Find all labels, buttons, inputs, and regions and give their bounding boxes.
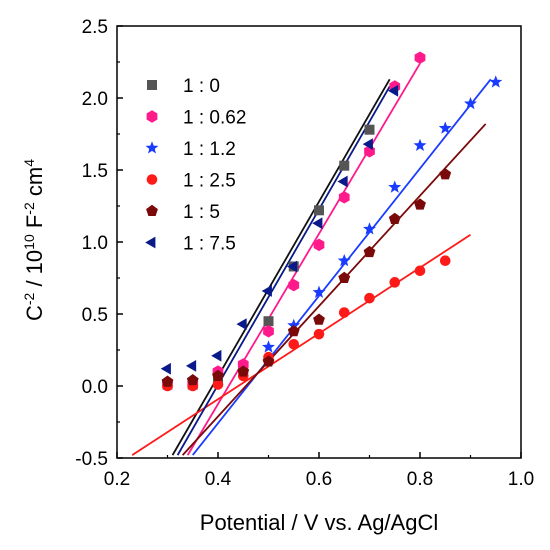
legend-marker: [146, 174, 158, 185]
legend-label: 1 : 0: [183, 76, 220, 97]
data-point: [439, 168, 452, 180]
data-point: [237, 365, 250, 377]
fit-lines: [131, 62, 492, 456]
y-axis-title-f-exp: -2: [21, 202, 37, 215]
legend-label: 1 : 1.2: [183, 139, 236, 160]
y-tick-label: 1.0: [82, 233, 108, 254]
data-point: [438, 121, 452, 134]
data-point: [161, 375, 174, 387]
data-point: [388, 180, 402, 193]
data-point: [339, 160, 350, 171]
data-point: [338, 307, 350, 318]
data-point: [186, 374, 199, 386]
data-point: [212, 369, 224, 381]
data-point: [413, 138, 427, 152]
y-axis-title-cm-exp: 4: [21, 159, 37, 167]
y-axis-title-cm: cm: [22, 167, 47, 202]
y-tick-label: 1.5: [82, 161, 108, 182]
legend-label: 1 : 2.5: [183, 171, 236, 192]
data-point: [286, 260, 298, 273]
data-point: [262, 355, 275, 367]
data-point: [312, 217, 323, 230]
data-point: [212, 379, 224, 390]
legend-marker: [147, 80, 157, 90]
x-axis-title: Potential / V vs. Ag/AgCl: [200, 510, 438, 535]
data-point: [338, 191, 350, 204]
data-points: [160, 51, 503, 392]
data-point: [388, 212, 401, 224]
y-tick-label: 0.5: [82, 305, 108, 326]
data-point: [236, 318, 247, 330]
legend: 1 : 0 1 : 0.62 1 : 1.2 1 : 2.5 1 : 5 1 : 7.5: [145, 76, 246, 255]
y-axis-title-c-exp: -2: [21, 292, 37, 305]
data-point: [313, 313, 325, 325]
legend-label: 1 : 5: [183, 202, 220, 223]
legend-label: 1 : 0.62: [183, 108, 246, 129]
data-point: [439, 255, 451, 267]
data-point: [338, 271, 351, 284]
data-point: [287, 325, 300, 337]
data-point: [489, 75, 503, 88]
data-point: [185, 359, 197, 372]
data-point: [414, 198, 426, 210]
x-tick-label: 0.8: [407, 469, 433, 490]
data-point: [263, 316, 274, 327]
legend-marker: [145, 236, 156, 249]
data-point: [363, 222, 376, 235]
data-point: [261, 285, 272, 297]
legend-label: 1 : 7.5: [183, 234, 236, 255]
fit-line: [176, 86, 391, 456]
y-tick-label: 2.5: [82, 17, 108, 38]
data-point: [288, 338, 300, 350]
legend-marker: [146, 204, 158, 217]
data-point: [263, 325, 274, 338]
data-point: [363, 245, 376, 258]
data-point: [312, 285, 326, 298]
data-point: [414, 265, 426, 277]
data-point: [287, 318, 301, 332]
x-tick-label: 0.4: [205, 469, 232, 490]
axis-ticks: 0.2 0.4 0.6 0.8 1.0 -0.5 0.0 0.5 1.0 1.5 2.0 2.5: [75, 17, 534, 490]
data-point: [464, 96, 477, 110]
fit-line: [186, 62, 421, 456]
y-tick-label: 0.0: [82, 377, 108, 398]
data-point: [389, 277, 401, 288]
legend-marker: [146, 110, 158, 123]
fit-line: [131, 234, 471, 456]
data-point: [364, 292, 375, 304]
data-point: [288, 279, 300, 292]
fit-line: [181, 123, 487, 456]
x-tick-label: 0.6: [306, 469, 332, 490]
fit-line: [171, 78, 391, 456]
data-point: [211, 349, 222, 362]
x-tick-label: 0.2: [104, 469, 130, 490]
data-point: [313, 238, 325, 252]
data-point: [262, 340, 275, 353]
data-point: [313, 328, 325, 340]
y-axis-title-mid: / 10: [22, 250, 47, 293]
fit-line: [192, 78, 492, 456]
data-point: [364, 124, 375, 135]
y-axis-title-c: C: [22, 305, 47, 321]
y-axis-title-ten-exp: 10: [21, 234, 37, 250]
data-point: [362, 138, 373, 150]
y-axis-title-f: F: [22, 215, 47, 235]
data-point: [414, 51, 426, 64]
data-point: [337, 175, 348, 188]
y-tick-label: -0.5: [75, 449, 108, 470]
data-point: [387, 84, 399, 97]
legend-marker: [145, 141, 159, 154]
y-tick-label: 2.0: [82, 89, 108, 110]
data-point: [314, 205, 324, 216]
data-point: [160, 362, 171, 375]
y-axis-title: C-2 / 1010 F-2 cm4: [21, 159, 47, 321]
x-tick-label: 1.0: [508, 469, 534, 490]
data-point: [337, 253, 351, 267]
